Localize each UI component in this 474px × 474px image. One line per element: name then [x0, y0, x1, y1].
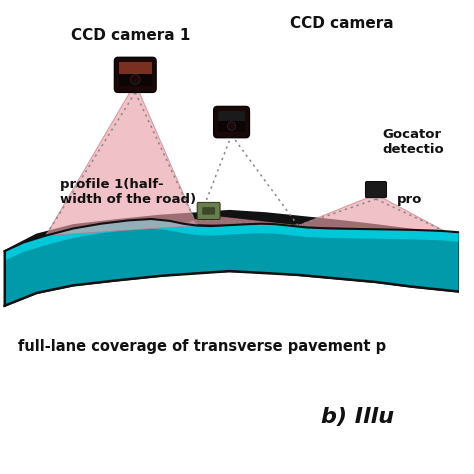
FancyBboxPatch shape: [197, 202, 220, 219]
Polygon shape: [298, 194, 445, 231]
Polygon shape: [5, 219, 458, 306]
Text: full-lane coverage of transverse pavement p: full-lane coverage of transverse pavemen…: [18, 338, 386, 354]
Polygon shape: [183, 216, 298, 226]
Polygon shape: [218, 111, 245, 121]
Text: CCD camera: CCD camera: [290, 16, 393, 31]
Polygon shape: [119, 62, 152, 74]
Circle shape: [130, 74, 140, 84]
Polygon shape: [252, 224, 458, 232]
Polygon shape: [119, 74, 152, 86]
Text: CCD camera 1: CCD camera 1: [71, 27, 191, 43]
Polygon shape: [218, 121, 245, 131]
Text: Gocator
detectio: Gocator detectio: [383, 128, 445, 156]
Text: pro: pro: [397, 192, 422, 206]
FancyBboxPatch shape: [214, 106, 249, 138]
FancyBboxPatch shape: [114, 57, 156, 92]
Polygon shape: [46, 83, 197, 236]
Text: profile 1(half-
width of the road): profile 1(half- width of the road): [60, 178, 196, 206]
FancyBboxPatch shape: [365, 182, 386, 198]
Text: b) Illu: b) Illu: [321, 407, 394, 427]
FancyBboxPatch shape: [202, 207, 215, 215]
Polygon shape: [5, 219, 458, 261]
Polygon shape: [5, 211, 458, 306]
Circle shape: [228, 122, 236, 130]
